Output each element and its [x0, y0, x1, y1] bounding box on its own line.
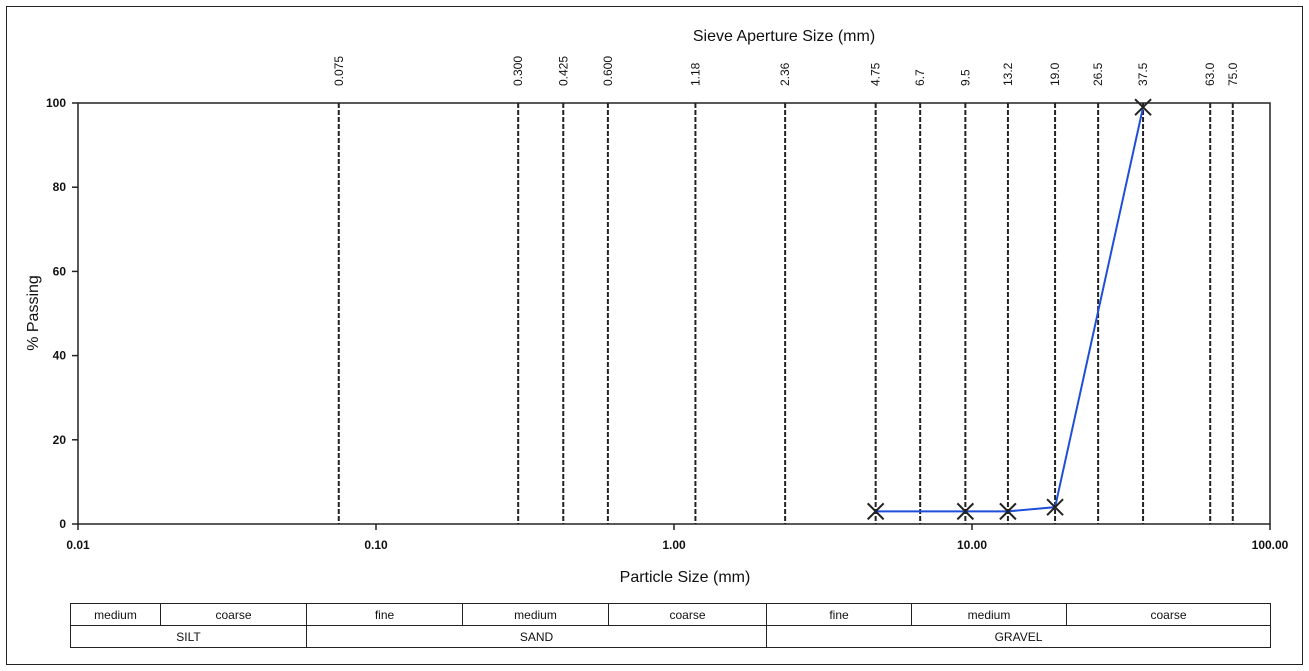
sieve-label-75.0: 75.0 [1226, 62, 1240, 86]
y-axis-title: % Passing [25, 275, 42, 351]
data-point-mark [956, 502, 975, 521]
gravel-fine-cell: fine [766, 603, 912, 626]
axis-ticks: 0 20 40 60 80 100 0.01 0.10 1.00 10.00 100.00 [46, 96, 1289, 552]
y-tick-label-60: 60 [53, 264, 67, 278]
x-tick-label-1.00: 1.00 [662, 538, 686, 552]
sand-medium-cell: medium [462, 603, 609, 626]
y-tick-label-0: 0 [59, 517, 66, 531]
silt-coarse-cell: coarse [160, 603, 307, 626]
sieve-lines: 0.075 0.300 0.425 0.600 1.18 2.36 4.75 6.7 9.5 13… [332, 56, 1240, 524]
sand-coarse-cell: coarse [608, 603, 767, 626]
x-tick-label-0.10: 0.10 [364, 538, 388, 552]
sieve-label-13.2: 13.2 [1001, 62, 1015, 86]
sand-fine-cell: fine [306, 603, 463, 626]
sieve-label-4.75: 4.75 [869, 62, 883, 86]
y-tick-label-20: 20 [53, 433, 67, 447]
sieve-label-6.7: 6.7 [913, 69, 927, 86]
data-point-mark [866, 502, 885, 521]
data-series [866, 98, 1152, 521]
gravel-group-cell: GRAVEL [766, 625, 1271, 648]
sieve-label-2.36: 2.36 [778, 62, 792, 86]
x-axis-title: Particle Size (mm) [620, 569, 751, 586]
sand-group-cell: SAND [306, 625, 767, 648]
y-tick-label-40: 40 [53, 349, 67, 363]
series-line-0 [875, 106, 1145, 513]
sieve-label-26.5: 26.5 [1091, 62, 1105, 86]
sieve-label-0.425: 0.425 [556, 56, 570, 86]
sieve-label-1.18: 1.18 [688, 62, 702, 86]
gravel-medium-cell: medium [911, 603, 1067, 626]
data-point-13.2 [999, 502, 1017, 521]
x-tick-label-0.01: 0.01 [66, 538, 90, 552]
data-point-mark [999, 502, 1017, 521]
gravel-coarse-cell: coarse [1066, 603, 1271, 626]
silt-medium-cell: medium [70, 603, 161, 626]
sieve-label-37.5: 37.5 [1136, 62, 1150, 86]
chart-frame [6, 6, 1303, 665]
data-point-37.5 [1134, 98, 1152, 116]
sieve-label-0.075: 0.075 [332, 56, 346, 86]
sieve-label-19.0: 19.0 [1048, 62, 1062, 86]
soil-classification-table: medium coarse fine medium coarse fine me… [70, 603, 1271, 648]
x-tick-label-100.00: 100.00 [1252, 538, 1289, 552]
data-point-4.75 [866, 502, 885, 521]
y-tick-label-80: 80 [53, 180, 67, 194]
chart-title: Sieve Aperture Size (mm) [693, 28, 875, 45]
sieve-label-0.600: 0.600 [601, 56, 615, 86]
data-point-19 [1046, 498, 1064, 516]
data-point-mark [1134, 98, 1152, 116]
subdivision-row: medium coarse fine medium coarse fine me… [70, 603, 1271, 626]
plot-area [77, 102, 1271, 525]
group-row: SILT SAND GRAVEL [70, 625, 1271, 648]
sieve-label-63.0: 63.0 [1203, 62, 1217, 86]
y-tick-label-100: 100 [46, 96, 66, 110]
x-tick-label-10.00: 10.00 [957, 538, 987, 552]
sieve-label-0.300: 0.300 [511, 56, 525, 86]
data-point-9.5 [956, 502, 975, 521]
data-point-mark [1046, 498, 1064, 516]
sieve-label-9.5: 9.5 [958, 69, 972, 86]
silt-group-cell: SILT [70, 625, 307, 648]
